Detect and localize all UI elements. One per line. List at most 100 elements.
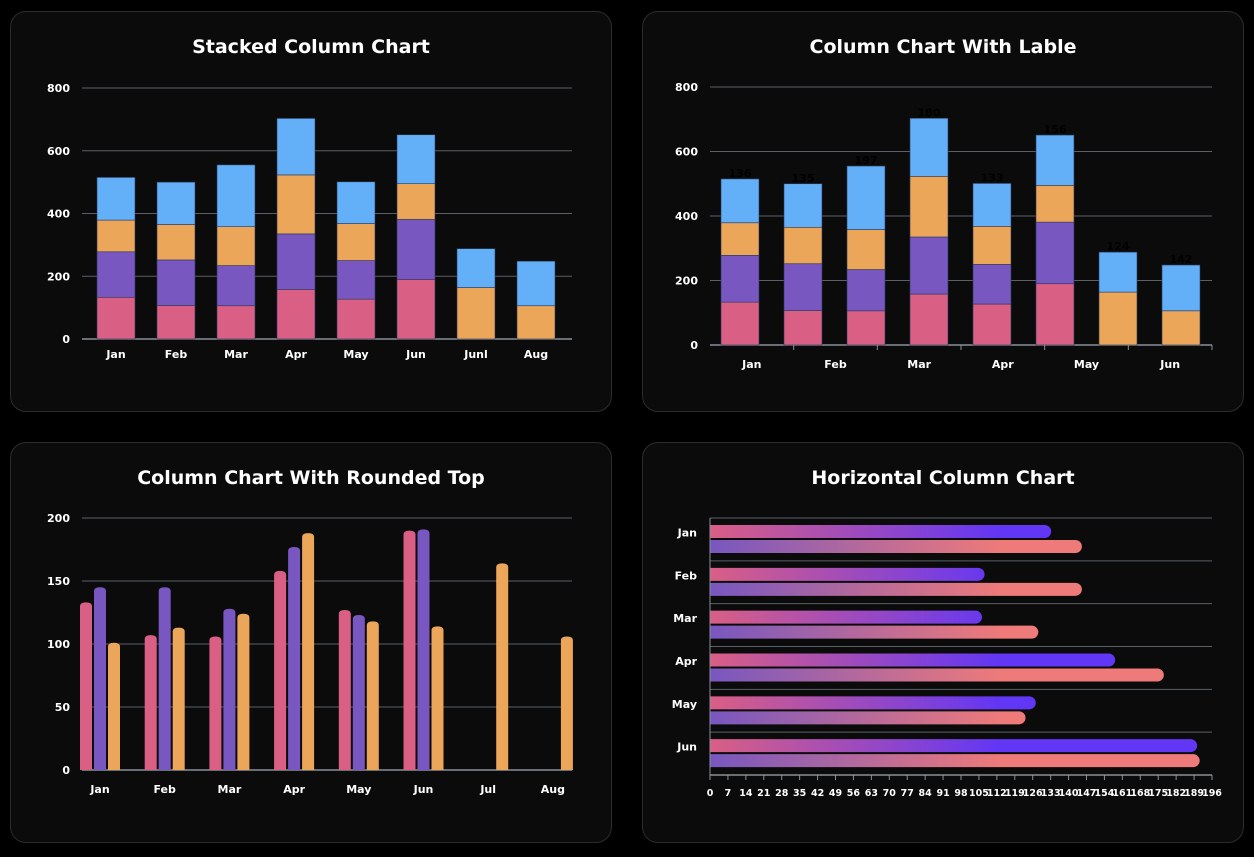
y-tick-label: May [672,698,697,711]
x-tick-label: Apr [283,783,305,796]
bar-segment [1161,264,1201,312]
rounded-bar [108,642,120,770]
horizontal-bar [710,754,1200,768]
data-label: 156 [1044,123,1067,136]
x-tick-label: Mar [224,348,248,361]
bar-segment [396,279,436,340]
bar-segment [516,305,556,340]
bar-segment [396,183,436,220]
rounded-bar [158,587,171,770]
horizontal-bar [710,582,1082,596]
y-tick-label: 200 [47,270,70,283]
x-tick-label: Jun [413,783,434,796]
rounded-bar [338,609,351,770]
bar-segment [720,255,760,303]
bar-segment [783,310,823,346]
bar-segment [972,264,1012,305]
x-tick-label: Aug [524,348,548,361]
x-tick-label: 126 [1023,788,1043,799]
x-tick-label: 28 [775,788,789,799]
x-tick-label: 35 [793,788,806,799]
rounded-bar [352,615,365,770]
bar-segment [96,177,136,221]
x-tick-label: Feb [824,358,847,371]
rounded-bar [237,613,250,770]
bar-segment [96,251,136,298]
bar-segment [909,293,949,346]
y-tick-label: 600 [47,145,70,158]
horizontal-bar [710,567,985,581]
x-tick-label: 196 [1202,788,1222,799]
bar-segment [96,296,136,340]
x-tick-label: Aug [541,783,565,796]
bar-segment [720,178,760,224]
x-tick-label: 56 [847,788,861,799]
chart-title: Column Chart With Rounded Top [137,467,485,489]
bar-segment [909,117,949,177]
chart-title: Column Chart With Lable [809,36,1077,58]
x-tick-label: 98 [954,788,968,799]
rounded-bar [288,546,301,770]
bar-segment [1098,291,1138,346]
bar-segment [1098,251,1138,293]
x-tick-label: Jul [479,783,496,796]
horizontal-bar [710,711,1026,725]
x-tick-label: 140 [1059,788,1079,799]
bar-segment [336,223,376,261]
x-tick-label: Feb [165,348,188,361]
y-tick-label: 0 [62,333,70,346]
x-tick-label: 161 [1112,788,1132,799]
data-label: 133 [981,171,1004,184]
x-tick-label: Junl [463,348,488,361]
x-tick-label: 119 [1005,788,1025,799]
y-tick-label: 100 [47,638,70,651]
rounded-bar [560,636,573,770]
y-tick-label: 600 [675,146,698,159]
bar-segment [456,248,496,288]
x-tick-label: 7 [725,788,732,799]
rounded-bar [302,533,315,770]
y-tick-label: 400 [675,210,698,223]
data-label: 180 [918,106,941,119]
x-tick-label: 133 [1041,788,1061,799]
bar-segment [909,176,949,238]
bar-segment [846,310,886,346]
bar-segment [720,301,760,346]
data-label: 136 [729,167,752,180]
rounded-bar [431,626,444,770]
x-tick-label: Mar [907,358,931,371]
x-tick-label: 49 [829,788,842,799]
bar-segment [456,287,496,340]
x-tick-label: 42 [811,788,824,799]
rounded-bar [274,570,287,770]
x-tick-label: 189 [1184,788,1204,799]
y-tick-label: 150 [47,575,70,588]
x-tick-label: 147 [1077,788,1097,799]
bar-segment [216,265,256,307]
y-tick-label: 400 [47,208,70,221]
horizontal-bar [710,696,1036,710]
bar-segment [96,219,136,253]
bar-segment [972,226,1012,265]
chart-title: Stacked Column Chart [192,36,430,58]
x-tick-label: 14 [739,788,753,799]
rounded-bar [80,602,92,770]
y-tick-label: Feb [675,569,698,582]
rounded-bar [209,636,222,770]
bar-segment [783,263,823,311]
bar-segment [783,183,823,228]
bar-segment [1035,134,1075,186]
bar-segment [1161,310,1201,346]
x-tick-label: Jun [405,348,426,361]
bar-segment [276,233,316,290]
x-tick-label: 70 [883,788,897,799]
bar-segment [156,181,196,225]
bar-segment [846,165,886,230]
x-tick-label: 21 [757,788,770,799]
x-tick-label: Jan [89,783,109,796]
bar-segment [156,259,196,306]
y-tick-label: Apr [675,655,697,668]
bar-segment [336,298,376,340]
rounded-bar [144,635,157,770]
